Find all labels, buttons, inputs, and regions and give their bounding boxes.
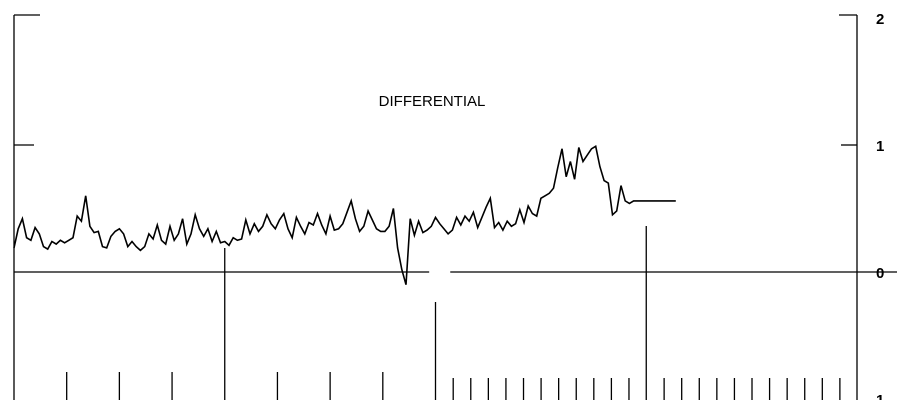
chart-title: DIFFERENTIAL [379, 93, 486, 110]
y-tick-label: 0 [876, 265, 884, 282]
chart-frame [13, 14, 897, 400]
y-tick-label: 1 [876, 138, 884, 155]
x-tick-marks [66, 226, 841, 400]
right-axis-labels: 2 1 0 1 [876, 11, 884, 400]
differential-series-line [13, 145, 676, 285]
y-tick-label: 2 [876, 11, 884, 28]
y-tick-label: 1 [876, 392, 884, 400]
